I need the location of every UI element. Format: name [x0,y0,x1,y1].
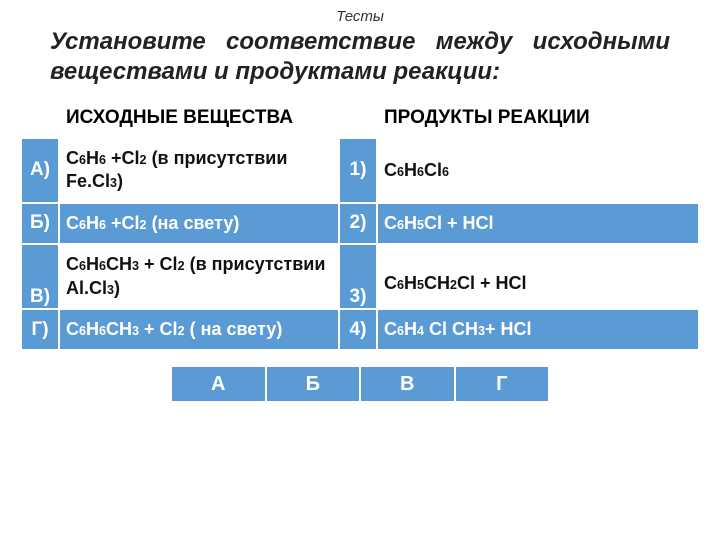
reactant-cell: C6H6 +Cl2 (в присутствии Fe.Cl3) [59,138,339,203]
reactant-cell: C6H6CH3 + Cl2 ( на свету) [59,309,339,350]
product-cell: C6H5Cl + HCl [377,203,699,244]
product-cell: C6H6Cl6 [377,138,699,203]
matching-table: ИСХОДНЫЕ ВЕЩЕСТВА ПРОДУКТЫ РЕАКЦИИ А) C6… [20,97,700,351]
answer-col: Г [455,366,550,402]
answer-col: В [360,366,455,402]
reactant-cell: C6H6CH3 + Cl2 (в присутствии Al.Cl3) [59,244,339,309]
num-label: 4) [339,309,377,350]
task-title: Установите соответствие между исходными … [50,27,670,87]
table-row: Г) C6H6CH3 + Cl2 ( на свету) 4) C6H4 Cl … [21,309,699,350]
answer-slot[interactable] [360,402,455,432]
reactant-cell: C6H6 +Cl2 (на свету) [59,203,339,244]
row-label: Г) [21,309,59,350]
table-row: А) C6H6 +Cl2 (в присутствии Fe.Cl3) 1) C… [21,138,699,203]
table-row: Б) C6H6 +Cl2 (на свету) 2) C6H5Cl + HCl [21,203,699,244]
header-reactants: ИСХОДНЫЕ ВЕЩЕСТВА [59,98,339,138]
product-cell: C6H5CH2Cl + HCl [377,244,699,309]
answer-slot[interactable] [171,402,266,432]
row-label: Б) [21,203,59,244]
product-cell: C6H4 Cl CH3+ HCl [377,309,699,350]
row-label: А) [21,138,59,203]
row-label: В) [21,244,59,309]
num-label: 3) [339,244,377,309]
num-label: 1) [339,138,377,203]
answer-col: Б [266,366,361,402]
table-row: В) C6H6CH3 + Cl2 (в присутствии Al.Cl3) … [21,244,699,309]
answer-col: А [171,366,266,402]
answer-slot[interactable] [455,402,550,432]
header-products: ПРОДУКТЫ РЕАКЦИИ [377,98,699,138]
tests-label: Тесты [20,8,700,25]
num-label: 2) [339,203,377,244]
answer-grid: А Б В Г [170,365,550,433]
answer-slot[interactable] [266,402,361,432]
